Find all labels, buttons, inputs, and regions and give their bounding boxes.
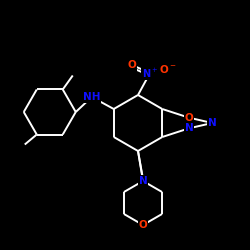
Text: N$^+$: N$^+$ <box>142 66 158 80</box>
Text: N: N <box>208 118 216 128</box>
Text: N: N <box>138 176 147 186</box>
Text: O: O <box>128 60 136 70</box>
Text: N: N <box>184 123 193 133</box>
Text: O$^-$: O$^-$ <box>159 63 177 75</box>
Text: O: O <box>184 113 193 123</box>
Text: O: O <box>138 220 147 230</box>
Text: NH: NH <box>83 92 100 102</box>
